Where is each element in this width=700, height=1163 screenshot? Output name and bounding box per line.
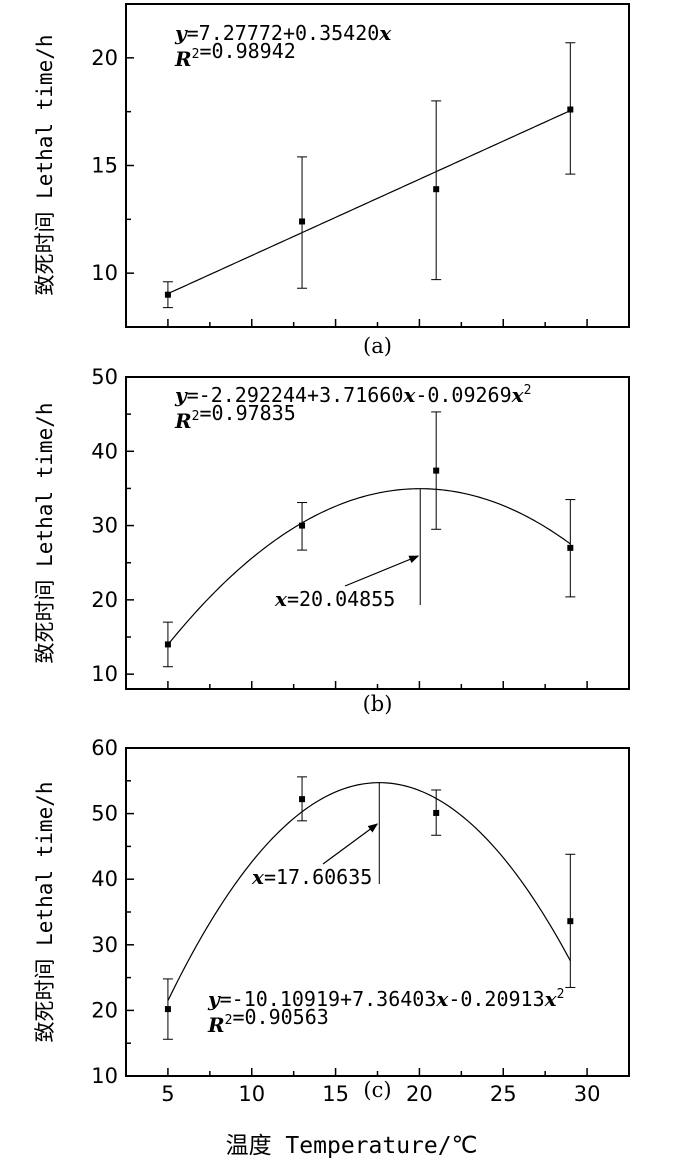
panel-label: (a) bbox=[363, 334, 392, 358]
vertex-arrow bbox=[344, 555, 420, 587]
r-squared: R2=0.98942 bbox=[174, 39, 296, 71]
y-axis-label: 致死时间 Lethal time/h bbox=[33, 34, 57, 295]
fit-equation: y=-2.292244+3.71660x-0.09269x2 bbox=[174, 383, 531, 407]
chart-panel-3: 5 10 15 20 25 30 10 20 30 40 50 60 致死时间 Lethal time/… bbox=[33, 736, 630, 1159]
panel-label: (b) bbox=[363, 692, 393, 716]
fit-equation: y=7.27772+0.35420x bbox=[174, 21, 392, 45]
fit-curve bbox=[167, 488, 571, 646]
y-tick-label: 40 bbox=[91, 867, 118, 891]
x-tick-label: 5 bbox=[161, 1082, 174, 1106]
chart-panel-1: 10 15 20 致死时间 Lethal time/h (a) y=7.27772+0.3… bbox=[33, 3, 630, 358]
y-tick-label: 50 bbox=[91, 802, 118, 826]
y-tick-label: 30 bbox=[91, 933, 118, 957]
y-tick-label: 20 bbox=[91, 588, 118, 612]
data-point bbox=[299, 522, 306, 529]
plot-frame bbox=[125, 747, 630, 1077]
panel-label: (c) bbox=[363, 1078, 391, 1102]
y-tick-label: 10 bbox=[91, 1064, 118, 1088]
x-tick-label: 10 bbox=[238, 1082, 265, 1106]
data-point bbox=[164, 1006, 171, 1013]
data-point bbox=[164, 291, 171, 298]
y-axis-label: 致死时间 Lethal time/h bbox=[33, 402, 57, 663]
y-tick-label: 10 bbox=[91, 261, 118, 285]
data-point bbox=[164, 641, 171, 648]
r-squared: R2=0.90563 bbox=[207, 1005, 329, 1037]
y-tick-label: 30 bbox=[91, 514, 118, 538]
y-tick-label: 20 bbox=[91, 998, 118, 1022]
x-tick-label: 20 bbox=[406, 1082, 433, 1106]
data-point bbox=[567, 544, 574, 551]
vertex-annotation: x=17.60635 bbox=[251, 865, 372, 889]
fit-curve bbox=[167, 110, 571, 295]
y-tick-label: 50 bbox=[91, 365, 118, 389]
data-point bbox=[433, 467, 440, 474]
x-tick-label: 15 bbox=[322, 1082, 349, 1106]
vertex-annotation: x=20.04855 bbox=[274, 587, 395, 611]
data-point bbox=[433, 186, 440, 193]
x-axis-label: 温度 Temperature/℃ bbox=[226, 1133, 478, 1159]
data-point bbox=[299, 796, 306, 803]
data-point bbox=[433, 809, 440, 816]
fit-curve bbox=[167, 782, 571, 1001]
chart-panel-2: 10 20 30 40 50 致死时间 Lethal time/h (b) x=20.0485… bbox=[33, 365, 630, 716]
chart-panels: 10 15 20 致死时间 Lethal time/h (a) y=7.27772+0.3… bbox=[33, 3, 630, 1159]
data-point bbox=[299, 218, 306, 225]
y-tick-label: 10 bbox=[91, 662, 118, 686]
vertex-arrow bbox=[322, 823, 379, 865]
x-tick-label: 25 bbox=[490, 1082, 517, 1106]
y-tick-label: 40 bbox=[91, 439, 118, 463]
data-point bbox=[567, 918, 574, 925]
y-tick-label: 60 bbox=[91, 736, 118, 760]
y-axis-label: 致死时间 Lethal time/h bbox=[33, 781, 57, 1042]
y-tick-label: 15 bbox=[91, 154, 118, 178]
y-tick-label: 20 bbox=[91, 46, 118, 70]
x-tick-label: 30 bbox=[574, 1082, 601, 1106]
data-point bbox=[567, 106, 574, 113]
r-squared: R2=0.97835 bbox=[174, 401, 296, 433]
fit-equation: y=-10.10919+7.36403x-0.20913x2 bbox=[207, 987, 564, 1011]
